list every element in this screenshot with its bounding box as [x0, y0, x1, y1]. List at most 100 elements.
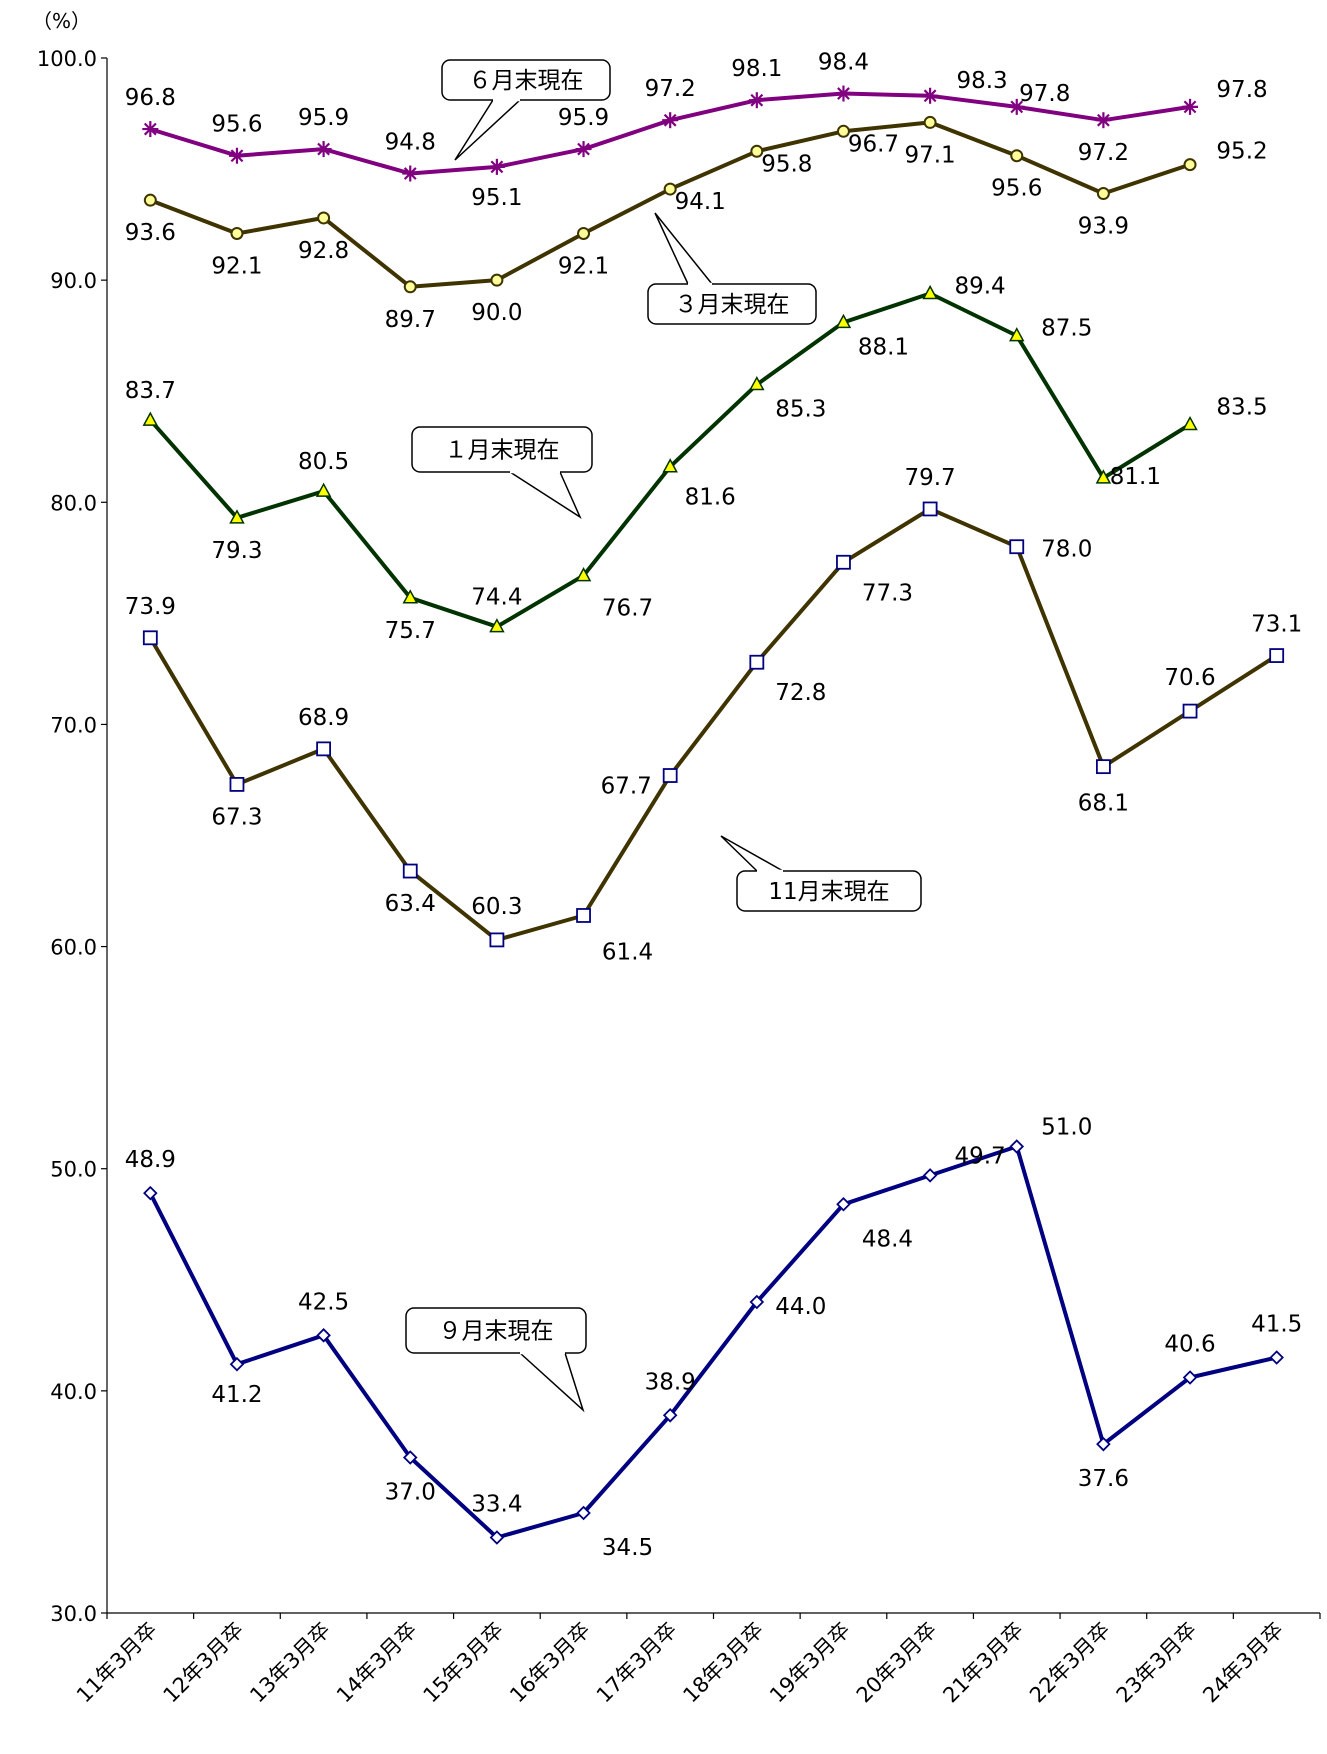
data-label: 83.7 — [125, 378, 176, 404]
data-point — [749, 375, 765, 391]
data-point — [662, 112, 679, 129]
data-point — [142, 121, 159, 138]
data-label: 93.9 — [1078, 214, 1129, 240]
data-point — [1182, 703, 1198, 719]
data-label: 60.3 — [471, 894, 522, 920]
data-point — [662, 458, 678, 473]
data-point — [143, 193, 157, 207]
data-point — [143, 1185, 158, 1201]
data-point — [1008, 98, 1025, 115]
y-tick-label: 30.0 — [50, 1602, 97, 1626]
data-label: 41.2 — [211, 1382, 262, 1408]
data-label: 89.7 — [385, 307, 436, 333]
callout-box — [441, 59, 611, 101]
y-unit-label: （%） — [32, 9, 91, 33]
data-point — [1009, 1139, 1025, 1154]
data-label: 34.5 — [602, 1535, 653, 1561]
data-point — [1269, 1350, 1284, 1365]
data-label: 37.6 — [1078, 1466, 1129, 1492]
data-point — [836, 124, 850, 138]
data-label: 95.8 — [761, 151, 812, 177]
data-point — [489, 1530, 505, 1545]
y-tick-label: 100.0 — [37, 47, 97, 71]
callout-pointer — [454, 99, 521, 161]
callout-4: 11月末現在 — [720, 835, 922, 912]
data-point — [922, 284, 938, 300]
data-label: 95.2 — [1216, 139, 1267, 165]
data-point — [662, 1408, 678, 1423]
data-label: 95.6 — [991, 176, 1042, 202]
callout-pointer — [509, 471, 582, 519]
callout-1: ６月末現在 — [441, 59, 611, 161]
data-point — [488, 158, 505, 175]
series-2 — [143, 115, 1197, 294]
data-label: 48.9 — [125, 1147, 176, 1173]
data-point — [402, 1450, 418, 1465]
data-point — [402, 165, 419, 182]
callout-3: １月末現在 — [411, 426, 593, 519]
data-label: 97.2 — [645, 76, 696, 102]
data-label: 74.4 — [471, 585, 522, 611]
data-point — [577, 226, 591, 240]
data-label: 40.6 — [1164, 1332, 1215, 1358]
data-label: 67.7 — [601, 774, 652, 800]
data-point — [229, 777, 245, 792]
data-label: 33.4 — [471, 1491, 522, 1517]
data-label: 97.8 — [1216, 77, 1267, 103]
data-point — [316, 741, 332, 757]
data-point — [750, 144, 764, 158]
data-point — [229, 1356, 245, 1372]
data-label: 98.1 — [731, 56, 782, 82]
series-line — [148, 506, 1278, 942]
callout-box — [411, 426, 593, 473]
data-point — [835, 313, 852, 329]
callout-label: ９月末現在 — [439, 1319, 554, 1345]
callout-5: ９月末現在 — [405, 1307, 587, 1413]
data-point — [1009, 539, 1025, 555]
data-point — [749, 654, 765, 670]
data-point — [1269, 648, 1285, 663]
data-point — [1182, 1370, 1198, 1385]
data-point — [575, 141, 592, 158]
data-label: 90.0 — [471, 300, 522, 326]
data-point — [662, 768, 678, 783]
y-tick-label: 90.0 — [50, 269, 97, 293]
data-label: 49.7 — [954, 1143, 1005, 1169]
data-label: 79.3 — [211, 538, 262, 564]
data-label: 75.7 — [385, 618, 436, 644]
callout-box — [405, 1307, 587, 1354]
callouts: ６月末現在 ３月末現在 １月末現在 11月末現在 ９月末現在 — [405, 59, 922, 1413]
callout-box — [736, 870, 922, 912]
y-tick-label: 60.0 — [50, 936, 97, 960]
data-point — [229, 509, 245, 524]
data-label: 81.6 — [685, 485, 736, 511]
series-layer — [142, 85, 1285, 1545]
series-4 — [142, 501, 1285, 948]
data-point — [230, 226, 244, 240]
data-point — [1096, 1436, 1111, 1452]
data-point — [1182, 415, 1198, 431]
data-label: 80.5 — [298, 449, 349, 475]
data-point — [1095, 469, 1112, 484]
data-label: 73.1 — [1251, 612, 1302, 638]
data-label: 61.4 — [602, 939, 653, 965]
data-point — [142, 630, 158, 646]
data-point — [490, 273, 504, 287]
callout-pointer — [654, 212, 713, 285]
data-label: 83.5 — [1216, 395, 1267, 421]
data-label: 72.8 — [775, 680, 826, 706]
data-label: 96.7 — [848, 131, 899, 157]
data-point — [315, 141, 332, 158]
data-label: 51.0 — [1041, 1115, 1092, 1141]
data-point — [576, 908, 591, 923]
y-tick-label: 70.0 — [50, 713, 97, 737]
data-label: 89.4 — [954, 273, 1005, 299]
data-label: 68.9 — [298, 705, 349, 731]
data-label: 63.4 — [385, 891, 436, 917]
series-line — [148, 1144, 1278, 1540]
data-labels-layer: 96.8 95.6 95.9 94.8 95.1 95.9 97.2 98.1 98.4 98.3… — [125, 50, 1303, 1561]
data-label: 87.5 — [1041, 316, 1092, 342]
data-label: 95.1 — [471, 185, 522, 211]
data-point — [1183, 158, 1197, 172]
